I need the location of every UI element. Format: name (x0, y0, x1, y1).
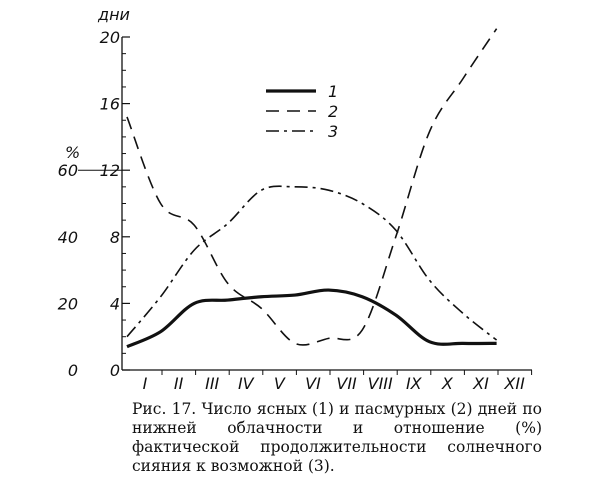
y-percent-tick-label: 60 (58, 161, 78, 180)
y-percent-tick-label: 40 (58, 228, 78, 247)
x-tick-label: II (174, 374, 184, 393)
x-tick-label: IX (406, 374, 423, 393)
y-axis-percent-label: % (65, 143, 80, 162)
y-days-tick-label: 4 (110, 294, 120, 313)
legend-label-3: 3 (328, 122, 338, 141)
x-tick-label: I (143, 374, 148, 393)
x-tick-label: V (274, 374, 286, 393)
caption-text: Число ясных (1) и пасмурных (2) дней по … (132, 400, 542, 475)
series-lines (126, 28, 498, 349)
x-tick-label: X (441, 374, 454, 393)
y-axis-days-label: дни (97, 5, 130, 24)
x-tick-label: VI (305, 374, 321, 393)
x-axis-ticks: I II III IV V VI VII VIII IX X XI XII (143, 370, 533, 393)
y-days-tick-label: 20 (100, 28, 120, 47)
series-line-2 (126, 28, 498, 346)
series-line-3 (126, 185, 498, 341)
series-line-1 (126, 288, 497, 349)
x-tick-label: IV (238, 374, 255, 393)
x-tick-label: VIII (368, 374, 393, 393)
y-days-tick-label: 8 (110, 228, 120, 247)
legend-label-2: 2 (328, 102, 338, 121)
x-tick-label: III (205, 374, 219, 393)
x-tick-label: VII (336, 374, 357, 393)
y-percent-tick-label: 20 (58, 294, 78, 313)
y-percent-tick-label: 0 (68, 361, 78, 380)
y-days-tick-label: 16 (100, 95, 120, 114)
axes (121, 37, 532, 371)
y-days-tick-label: 0 (110, 361, 120, 380)
x-tick-label: XI (472, 374, 489, 393)
legend-label-1: 1 (328, 82, 338, 101)
caption-prefix: Рис. 17. (132, 400, 197, 418)
figure-caption: Рис. 17. Число ясных (1) и пасмурных (2)… (132, 400, 542, 476)
x-tick-label: XII (503, 374, 525, 393)
legend: 123 (266, 82, 338, 141)
